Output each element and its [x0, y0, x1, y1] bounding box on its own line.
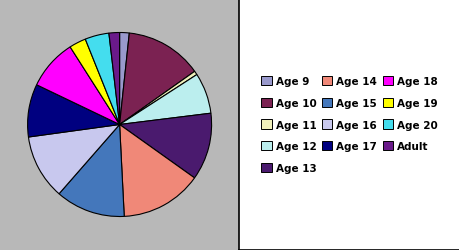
Legend: Age 9, Age 10, Age 11, Age 12, Age 13, Age 14, Age 15, Age 16, Age 17, Age 18, A: Age 9, Age 10, Age 11, Age 12, Age 13, A… [256, 72, 442, 178]
Wedge shape [119, 75, 210, 125]
Wedge shape [119, 125, 194, 216]
Wedge shape [109, 33, 119, 125]
Wedge shape [28, 125, 119, 194]
Wedge shape [28, 86, 119, 138]
Wedge shape [59, 125, 124, 217]
Wedge shape [37, 48, 119, 125]
Wedge shape [85, 34, 119, 125]
Wedge shape [119, 72, 196, 125]
Wedge shape [70, 40, 119, 125]
Wedge shape [119, 114, 211, 178]
Wedge shape [119, 34, 194, 125]
Wedge shape [119, 33, 129, 125]
